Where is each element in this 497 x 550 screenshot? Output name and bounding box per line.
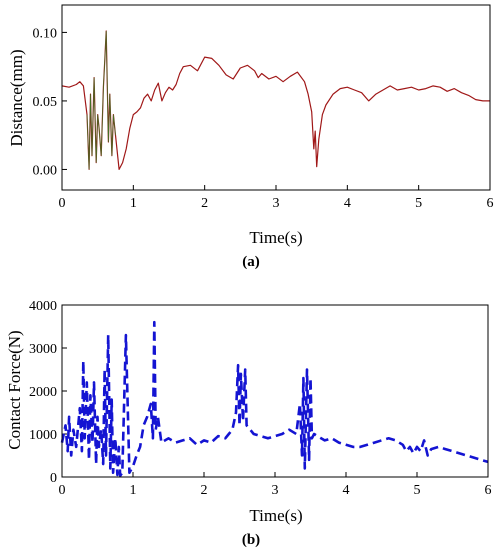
y-tick-label: 3000 bbox=[29, 342, 57, 357]
panel-a-frame bbox=[61, 4, 491, 191]
x-tick-label: 4 bbox=[344, 196, 351, 211]
x-tick-label: 5 bbox=[415, 196, 422, 211]
x-tick-label: 1 bbox=[130, 196, 137, 211]
panel-a-xlabel: Time(s) bbox=[249, 228, 302, 247]
series-accent-line bbox=[86, 30, 116, 170]
panel-b-contact-force: 0 1 2 3 4 5 6 0 1000 2000 3000 4000 Contact Force(N… bbox=[5, 299, 492, 548]
series-line bbox=[60, 320, 489, 478]
panel-a-caption: (a) bbox=[242, 254, 260, 270]
panel-a-distance: 0 1 2 3 4 5 6 0.00 0.05 0.10 Distance(mm) Time(s)… bbox=[7, 4, 494, 270]
x-tick-label: 2 bbox=[201, 483, 208, 498]
panel-b-xlabel: Time(s) bbox=[249, 506, 302, 525]
x-tick-label: 6 bbox=[487, 196, 494, 211]
y-tick-label: 0.10 bbox=[33, 26, 58, 41]
y-tick-label: 4000 bbox=[29, 299, 57, 314]
y-tick-label: 0.00 bbox=[33, 163, 58, 178]
y-tick-label: 0 bbox=[50, 471, 57, 486]
panel-a-marks: 0 1 2 3 4 5 6 0.00 0.05 0.10 bbox=[33, 26, 494, 211]
y-tick-label: 2000 bbox=[29, 385, 57, 400]
x-tick-label: 3 bbox=[272, 483, 279, 498]
x-tick-label: 0 bbox=[59, 483, 66, 498]
x-tick-label: 0 bbox=[59, 196, 66, 211]
series-line bbox=[61, 30, 490, 170]
x-tick-label: 1 bbox=[130, 483, 137, 498]
panel-b-caption: (b) bbox=[242, 532, 260, 548]
x-tick-label: 6 bbox=[485, 483, 492, 498]
y-tick-label: 1000 bbox=[29, 428, 57, 443]
x-tick-label: 3 bbox=[273, 196, 280, 211]
x-tick-label: 2 bbox=[201, 196, 208, 211]
panel-b-ylabel: Contact Force(N) bbox=[5, 330, 24, 449]
panel-b-marks: 0 1 2 3 4 5 6 0 1000 2000 3000 4000 bbox=[29, 299, 492, 498]
x-tick-label: 5 bbox=[414, 483, 421, 498]
panel-b-frame bbox=[61, 304, 489, 478]
y-tick-label: 0.05 bbox=[33, 95, 58, 110]
panel-a-ylabel: Distance(mm) bbox=[7, 49, 26, 146]
x-tick-label: 4 bbox=[343, 483, 350, 498]
